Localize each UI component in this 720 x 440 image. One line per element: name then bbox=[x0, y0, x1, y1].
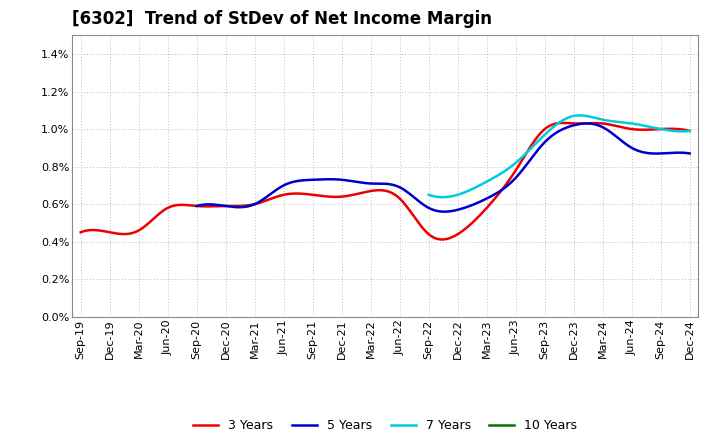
Line: 3 Years: 3 Years bbox=[81, 123, 690, 239]
5 Years bbox=[487, 193, 496, 198]
5 Years bbox=[642, 150, 651, 156]
Text: [6302]  Trend of StDev of Net Income Margin: [6302] Trend of StDev of Net Income Marg… bbox=[72, 10, 492, 28]
7 Years bbox=[424, 192, 433, 198]
7 Years bbox=[586, 114, 595, 119]
7 Years bbox=[580, 113, 589, 118]
Line: 5 Years: 5 Years bbox=[197, 124, 690, 212]
7 Years bbox=[662, 128, 671, 133]
3 Years bbox=[685, 128, 694, 134]
3 Years bbox=[439, 237, 448, 242]
5 Years bbox=[583, 121, 592, 126]
3 Years bbox=[632, 127, 641, 132]
7 Years bbox=[646, 125, 654, 130]
3 Years bbox=[441, 237, 449, 242]
5 Years bbox=[496, 188, 505, 194]
3 Years bbox=[594, 121, 603, 126]
3 Years bbox=[437, 237, 446, 242]
3 Years bbox=[78, 229, 87, 234]
5 Years bbox=[685, 151, 694, 156]
3 Years bbox=[559, 120, 568, 125]
5 Years bbox=[486, 194, 495, 199]
3 Years bbox=[451, 233, 460, 238]
7 Years bbox=[582, 113, 590, 118]
5 Years bbox=[192, 203, 201, 209]
Legend: 3 Years, 5 Years, 7 Years, 10 Years: 3 Years, 5 Years, 7 Years, 10 Years bbox=[188, 414, 582, 437]
5 Years bbox=[611, 133, 620, 139]
7 Years bbox=[685, 128, 694, 134]
7 Years bbox=[575, 113, 584, 118]
7 Years bbox=[438, 194, 447, 200]
3 Years bbox=[76, 230, 85, 235]
7 Years bbox=[426, 192, 434, 198]
5 Years bbox=[194, 203, 202, 208]
Line: 7 Years: 7 Years bbox=[428, 115, 690, 197]
5 Years bbox=[440, 209, 449, 214]
